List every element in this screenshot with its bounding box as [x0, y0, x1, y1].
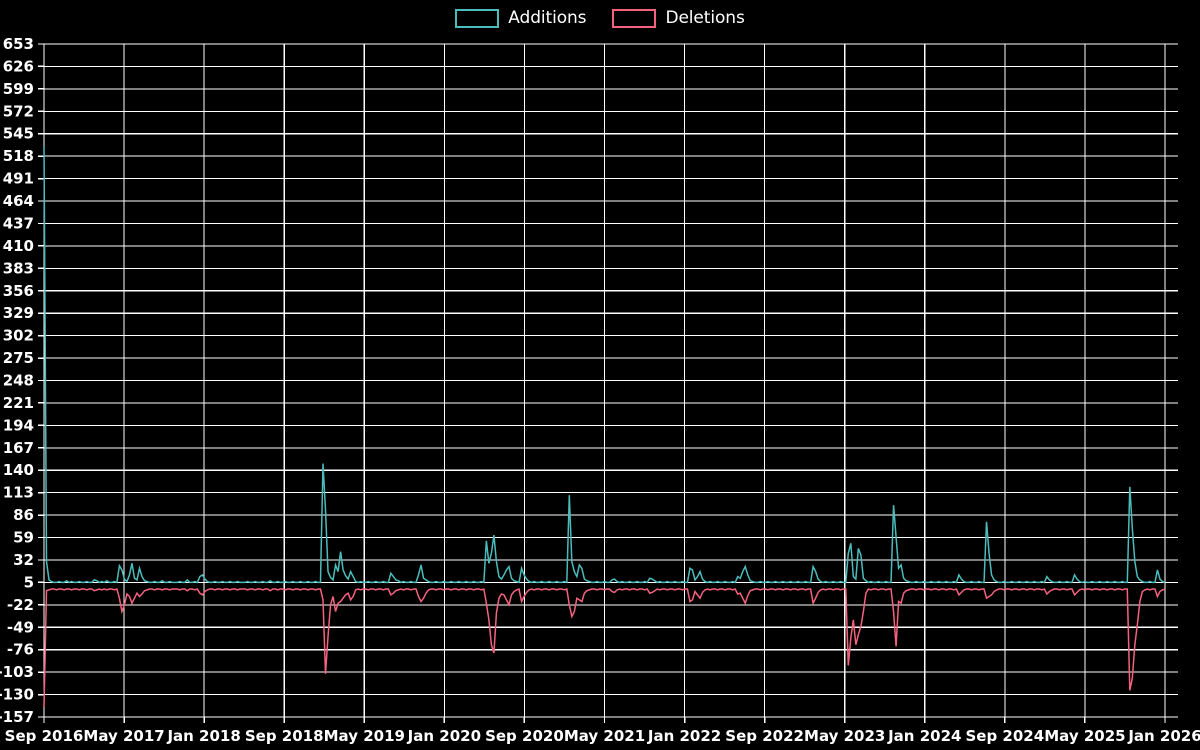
x-tick-label: Sep 2020	[485, 727, 564, 745]
y-tick-label: 167	[3, 439, 34, 457]
y-tick-label: 410	[3, 237, 34, 255]
legend-entry-additions[interactable]: Additions	[455, 8, 587, 28]
x-tick-label: Sep 2016	[5, 727, 84, 745]
y-tick-label: 59	[13, 529, 34, 547]
legend-label-additions: Additions	[508, 8, 587, 28]
y-tick-label: 86	[13, 506, 34, 524]
y-tick-label: 329	[3, 304, 34, 322]
y-tick-label: 437	[3, 214, 34, 232]
y-tick-label: 599	[3, 80, 34, 98]
x-tick-label: Sep 2018	[245, 727, 324, 745]
legend-entry-deletions[interactable]: Deletions	[612, 8, 745, 28]
y-tick-label: 572	[3, 102, 34, 120]
y-tick-label: 5	[24, 573, 34, 591]
chart-legend: Additions Deletions	[0, 0, 1200, 36]
y-tick-label: 383	[3, 259, 34, 277]
x-tick-label: Jan 2018	[166, 727, 240, 745]
x-tick-label: May 2025	[1044, 727, 1125, 745]
legend-label-deletions: Deletions	[665, 8, 745, 28]
x-tick-label: Jan 2026	[1127, 727, 1200, 745]
y-tick-label: 302	[3, 327, 34, 345]
y-tick-label: 221	[3, 394, 34, 412]
y-tick-label: 275	[3, 349, 34, 367]
x-tick-label: Jan 2024	[887, 727, 961, 745]
y-tick-label: 626	[3, 57, 34, 75]
y-tick-label: 194	[3, 416, 34, 434]
y-tick-label: 113	[3, 484, 34, 502]
x-tick-label: Sep 2022	[725, 727, 804, 745]
legend-swatch-additions-icon	[455, 8, 500, 28]
y-tick-label: -49	[7, 618, 34, 636]
x-tick-label: May 2017	[83, 727, 164, 745]
y-tick-label: 653	[3, 35, 34, 53]
y-tick-label: 545	[3, 125, 34, 143]
legend-swatch-deletions-icon	[612, 8, 657, 28]
y-tick-label: 32	[13, 551, 34, 569]
x-tick-label: Sep 2024	[966, 727, 1045, 745]
y-tick-label: -76	[7, 641, 34, 659]
series-line-deletions	[43, 588, 1166, 708]
x-tick-label: May 2019	[324, 727, 405, 745]
x-tick-label: Jan 2020	[407, 727, 481, 745]
series-line-additions	[43, 146, 1166, 584]
y-tick-label: 140	[3, 461, 34, 479]
x-tick-label: Jan 2022	[647, 727, 721, 745]
y-tick-label: 356	[3, 282, 34, 300]
y-tick-label: 518	[3, 147, 34, 165]
x-tick-label: May 2021	[564, 727, 645, 745]
y-tick-label: -157	[0, 708, 34, 726]
y-tick-label: 491	[3, 170, 34, 188]
y-tick-label: -22	[7, 596, 34, 614]
y-tick-label: -130	[0, 686, 34, 704]
y-tick-label: 248	[3, 372, 34, 390]
y-tick-label: 464	[3, 192, 34, 210]
y-tick-label: -103	[0, 663, 34, 681]
x-tick-label: May 2023	[804, 727, 885, 745]
